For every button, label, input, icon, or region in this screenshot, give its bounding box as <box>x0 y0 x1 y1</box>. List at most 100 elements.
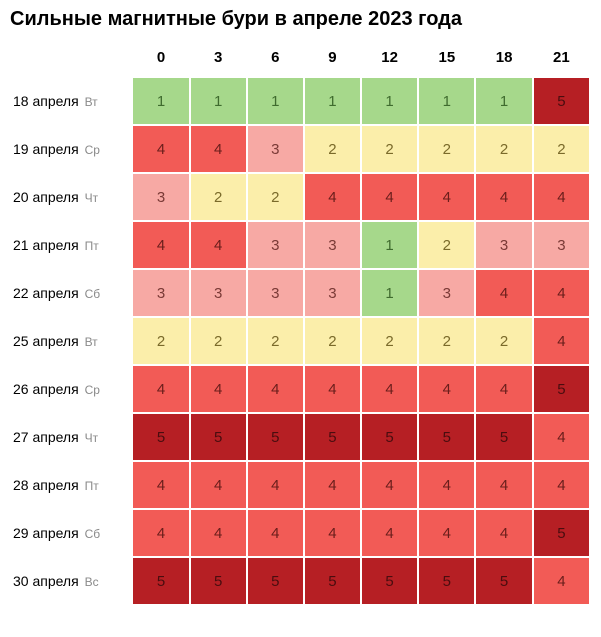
heatmap-row: 30 апреля Вс55555554 <box>12 558 589 604</box>
heatmap-row: 18 апреля Вт11111115 <box>12 78 589 124</box>
heatmap-cell: 4 <box>476 174 531 220</box>
heatmap-row: 19 апреля Ср44322222 <box>12 126 589 172</box>
heatmap-cell: 4 <box>305 510 360 556</box>
heatmap-col-header: 0 <box>133 43 188 76</box>
heatmap-cell: 4 <box>534 414 589 460</box>
heatmap-cell: 4 <box>305 366 360 412</box>
heatmap-row-dow: Чт <box>85 191 99 205</box>
heatmap-cell: 1 <box>191 78 246 124</box>
heatmap-row-date: 26 апреля <box>13 381 79 397</box>
heatmap-row-date: 21 апреля <box>13 237 79 253</box>
heatmap-row-date: 25 апреля <box>13 333 79 349</box>
heatmap-cell: 2 <box>305 318 360 364</box>
heatmap-cell: 4 <box>419 174 474 220</box>
heatmap-cell: 5 <box>305 414 360 460</box>
heatmap-cell: 5 <box>362 558 417 604</box>
heatmap-row-dow: Вт <box>85 335 98 349</box>
heatmap-cell: 4 <box>476 510 531 556</box>
heatmap-cell: 1 <box>362 222 417 268</box>
heatmap-cell: 4 <box>534 462 589 508</box>
heatmap-row: 26 апреля Ср44444445 <box>12 366 589 412</box>
heatmap-cell: 4 <box>362 174 417 220</box>
heatmap-row-dow: Чт <box>85 431 99 445</box>
heatmap-cell: 4 <box>362 366 417 412</box>
heatmap-cell: 4 <box>133 222 188 268</box>
page-title: Сильные магнитные бури в апреле 2023 год… <box>10 8 591 31</box>
heatmap-col-header: 15 <box>419 43 474 76</box>
heatmap-row-dow: Пт <box>85 479 99 493</box>
heatmap-cell: 4 <box>476 366 531 412</box>
heatmap-cell: 5 <box>476 414 531 460</box>
heatmap-row-label: 29 апреля Сб <box>12 510 131 556</box>
heatmap-cell: 1 <box>476 78 531 124</box>
heatmap-row-date: 22 апреля <box>13 285 79 301</box>
heatmap-cell: 2 <box>476 126 531 172</box>
heatmap-cell: 4 <box>191 366 246 412</box>
heatmap-row-dow: Пт <box>85 239 99 253</box>
heatmap-cell: 5 <box>133 414 188 460</box>
heatmap-cell: 5 <box>419 558 474 604</box>
heatmap-row: 22 апреля Сб33331344 <box>12 270 589 316</box>
heatmap-cell: 4 <box>362 510 417 556</box>
heatmap-cell: 4 <box>419 462 474 508</box>
heatmap-cell: 1 <box>133 78 188 124</box>
heatmap-cell: 2 <box>419 126 474 172</box>
heatmap-table: 036912151821 18 апреля Вт1111111519 апре… <box>10 41 591 606</box>
heatmap-header-row: 036912151821 <box>12 43 589 76</box>
heatmap-cell: 3 <box>248 270 303 316</box>
heatmap-row-label: 22 апреля Сб <box>12 270 131 316</box>
heatmap-row-label: 27 апреля Чт <box>12 414 131 460</box>
heatmap-cell: 4 <box>191 462 246 508</box>
heatmap-cell: 5 <box>534 510 589 556</box>
heatmap-cell: 5 <box>534 78 589 124</box>
heatmap-row-dow: Вс <box>85 575 99 589</box>
heatmap-row-date: 29 апреля <box>13 525 79 541</box>
heatmap-cell: 3 <box>534 222 589 268</box>
heatmap-cell: 4 <box>248 510 303 556</box>
heatmap-cell: 1 <box>419 78 474 124</box>
heatmap-cell: 4 <box>133 126 188 172</box>
heatmap-row-label: 30 апреля Вс <box>12 558 131 604</box>
heatmap-cell: 3 <box>191 270 246 316</box>
heatmap-cell: 4 <box>305 462 360 508</box>
heatmap-cell: 5 <box>534 366 589 412</box>
heatmap-row-label: 18 апреля Вт <box>12 78 131 124</box>
heatmap-cell: 2 <box>191 318 246 364</box>
heatmap-row: 20 апреля Чт32244444 <box>12 174 589 220</box>
heatmap-cell: 4 <box>534 174 589 220</box>
heatmap-cell: 3 <box>305 222 360 268</box>
heatmap-cell: 4 <box>248 366 303 412</box>
heatmap-row: 27 апреля Чт55555554 <box>12 414 589 460</box>
heatmap-col-header: 3 <box>191 43 246 76</box>
heatmap-cell: 4 <box>248 462 303 508</box>
heatmap-cell: 3 <box>305 270 360 316</box>
heatmap-cell: 2 <box>133 318 188 364</box>
heatmap-row-date: 20 апреля <box>13 189 79 205</box>
heatmap-row: 29 апреля Сб44444445 <box>12 510 589 556</box>
heatmap-cell: 2 <box>305 126 360 172</box>
heatmap-cell: 3 <box>248 222 303 268</box>
heatmap-cell: 4 <box>476 462 531 508</box>
heatmap-row-label: 25 апреля Вт <box>12 318 131 364</box>
heatmap-cell: 3 <box>133 270 188 316</box>
heatmap-cell: 4 <box>419 510 474 556</box>
heatmap-row-dow: Вт <box>85 95 98 109</box>
heatmap-cell: 4 <box>476 270 531 316</box>
heatmap-cell: 4 <box>133 510 188 556</box>
heatmap-cell: 5 <box>191 414 246 460</box>
heatmap-cell: 4 <box>534 318 589 364</box>
heatmap-cell: 2 <box>248 174 303 220</box>
heatmap-row-date: 19 апреля <box>13 141 79 157</box>
heatmap-cell: 5 <box>248 414 303 460</box>
heatmap-col-header: 9 <box>305 43 360 76</box>
heatmap-cell: 1 <box>362 78 417 124</box>
heatmap-cell: 4 <box>133 366 188 412</box>
heatmap-col-header: 18 <box>476 43 531 76</box>
heatmap-cell: 3 <box>133 174 188 220</box>
heatmap-cell: 4 <box>191 222 246 268</box>
heatmap-cell: 3 <box>419 270 474 316</box>
heatmap-cell: 3 <box>476 222 531 268</box>
heatmap-cell: 2 <box>419 222 474 268</box>
heatmap-col-header: 6 <box>248 43 303 76</box>
heatmap-col-header: 12 <box>362 43 417 76</box>
